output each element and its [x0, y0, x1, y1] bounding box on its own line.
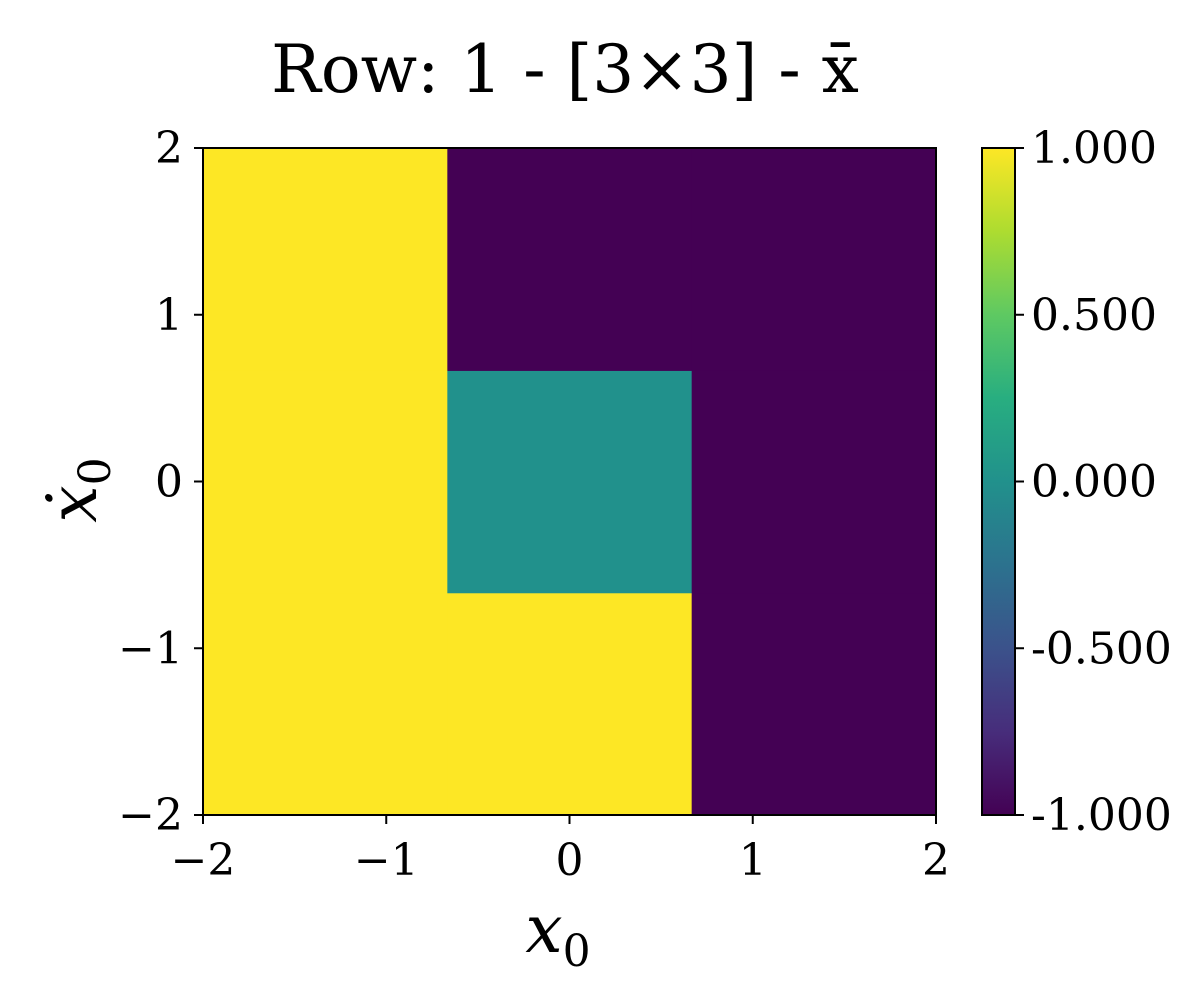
x-axis-label-subscript: 0	[563, 926, 591, 977]
colorbar-tick-label: -1.000	[1031, 790, 1172, 841]
heatmap-cell	[203, 592, 448, 816]
x-axis-label: x0	[525, 891, 590, 977]
y-tick-label: −2	[118, 790, 183, 841]
colorbar-tick-label: 0.500	[1031, 290, 1157, 341]
chart-title: Row: 1 - [3×3] - x̄	[271, 31, 859, 108]
heatmap-cell	[203, 370, 448, 594]
colorbar-ticks: -1.000 -0.500 0.000 0.500 1.000	[1015, 123, 1172, 841]
colorbar	[982, 148, 1015, 815]
colorbar-tick-label: 0.000	[1031, 457, 1157, 508]
heatmap-cell	[691, 370, 937, 594]
y-tick-label: 1	[155, 290, 183, 341]
x-axis-label-main: x	[525, 891, 562, 968]
heatmap-cell	[203, 148, 448, 371]
heatmap-cell	[447, 148, 693, 371]
x-tick-label: 2	[922, 835, 950, 886]
y-axis-label-main: ẋ	[35, 485, 112, 522]
y-axis-label: ẋ0	[35, 457, 121, 522]
heatmap-cell	[691, 148, 937, 371]
x-tick-label: 1	[739, 835, 767, 886]
heatmap-cell	[447, 592, 693, 816]
y-axis-ticks: −2 −1 0 1 2	[118, 123, 203, 841]
colorbar-tick-label: 1.000	[1031, 123, 1157, 174]
x-tick-label: −2	[171, 835, 236, 886]
heatmap-cell	[691, 592, 937, 816]
y-tick-label: 0	[155, 457, 183, 508]
y-tick-label: −1	[118, 623, 183, 674]
x-axis-ticks: −2 −1 0 1 2	[171, 815, 950, 886]
x-tick-label: 0	[556, 835, 584, 886]
y-axis-label-subscript: 0	[70, 457, 121, 485]
heatmap-cells	[203, 148, 937, 816]
x-tick-label: −1	[354, 835, 419, 886]
colorbar-tick-label: -0.500	[1031, 623, 1172, 674]
y-tick-label: 2	[155, 123, 183, 174]
heatmap-cell	[447, 370, 693, 594]
